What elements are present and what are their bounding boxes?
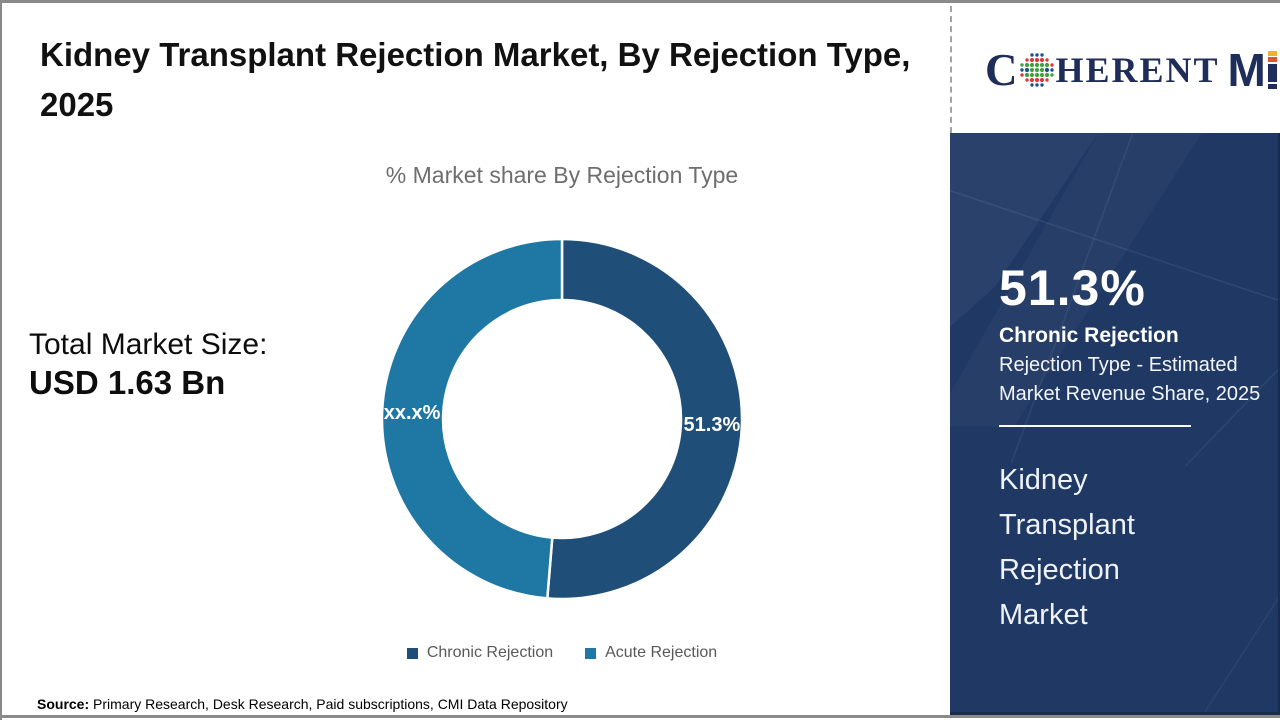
chart-subtitle: % Market share By Rejection Type (385, 162, 739, 188)
coherent-mi-logo: C HERENT M (985, 47, 1277, 93)
donut-slice-acute-rejection (380, 237, 564, 600)
total-market-size: Total Market Size: USD 1.63 Bn (29, 326, 267, 402)
legend-label: Acute Rejection (605, 644, 718, 661)
globe-icon (1019, 53, 1054, 87)
donut-slice-chronic-rejection (545, 237, 744, 601)
logo-area: C HERENT M (952, 3, 1280, 133)
chart-legend: Chronic Rejection Acute Rejection (172, 644, 952, 662)
total-market-size-label: Total Market Size: (29, 328, 268, 361)
page-title: Kidney Transplant Rejection Market, By R… (40, 36, 911, 123)
highlight-panel: 51.3% Chronic Rejection Rejection Type -… (950, 133, 1280, 715)
panel-stat-value: 51.3% (999, 260, 1146, 316)
panel-divider-line (999, 425, 1191, 427)
bottom-border (2, 715, 1280, 718)
source-label: Source: (37, 696, 90, 712)
source-note: Source: Primary Research, Desk Research,… (37, 696, 568, 712)
panel-stat-description: Rejection Type - Estimated Market Revenu… (999, 354, 1261, 405)
legend-marker-icon (585, 647, 597, 659)
logo-letter-m: M (1227, 44, 1266, 96)
panel-stat-label: Chronic Rejection (999, 324, 1179, 347)
divider-dashed (950, 6, 952, 133)
legend-marker-icon (406, 647, 418, 659)
legend-label: Chronic Rejection (426, 644, 554, 661)
source-text: Primary Research, Desk Research, Paid su… (89, 696, 568, 712)
donut-chart: 51.3% xx.x% (380, 237, 744, 601)
legend-item: Chronic Rejection (406, 644, 554, 662)
logo-i-bar-icon (1267, 51, 1277, 89)
panel-market-name: Kidney Transplant Rejection Market (999, 464, 1135, 631)
total-market-size-value: USD 1.63 Bn (29, 364, 226, 401)
legend-item: Acute Rejection (585, 644, 717, 662)
slice-label: 51.3% (684, 414, 741, 436)
slice-label: xx.x% (384, 402, 441, 424)
logo-letters-herent: HERENT (1055, 50, 1220, 90)
logo-letter-c: C (985, 44, 1018, 95)
